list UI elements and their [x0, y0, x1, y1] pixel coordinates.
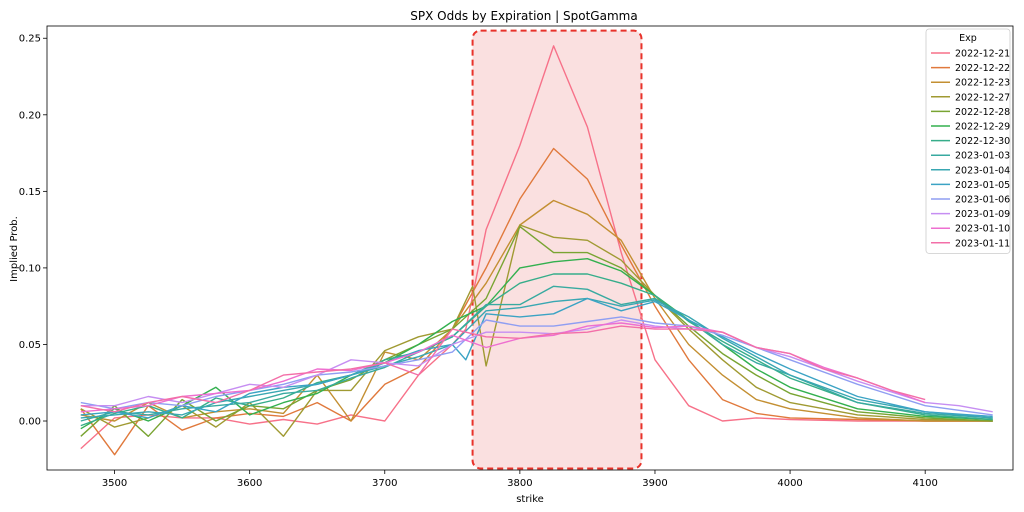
series-line-2022-12-22 — [80, 147, 993, 456]
x-tick-label: 3500 — [102, 478, 127, 489]
x-tick-label: 3900 — [642, 478, 667, 489]
legend-label: 2023-01-05 — [955, 180, 1010, 191]
series-line-2023-01-09 — [80, 319, 993, 413]
series-line-2023-01-11 — [80, 325, 926, 413]
y-tick-label: 0.15 — [19, 187, 41, 198]
y-tick-label: 0.20 — [19, 110, 41, 121]
y-tick-label: 0.10 — [19, 263, 41, 274]
legend-label: 2023-01-11 — [955, 238, 1010, 249]
series-layer — [80, 45, 993, 456]
legend-label: 2022-12-28 — [955, 107, 1010, 118]
x-tick-label: 3700 — [372, 478, 397, 489]
highlight-box — [471, 29, 643, 470]
x-tick-label: 3600 — [237, 478, 262, 489]
axes-layer: 3500 3600 3700 3800 3900 4000 4100 0.00 0.05 0.10… — [19, 25, 1014, 489]
legend: Exp 2022-12-21 2022-12-22 2022-12-23 2022-12… — [925, 28, 1011, 254]
legend-label: 2022-12-30 — [955, 136, 1010, 147]
plot-frame — [46, 25, 1014, 471]
x-tick-label: 4000 — [777, 478, 802, 489]
y-axis-title: Implied Prob. — [9, 216, 20, 282]
y-tick-label: 0.05 — [19, 340, 41, 351]
y-tick-label: 0.00 — [19, 417, 41, 428]
legend-label: 2022-12-21 — [955, 49, 1010, 60]
legend-label: 2022-12-27 — [955, 92, 1010, 103]
legend-label: 2022-12-23 — [955, 78, 1010, 89]
legend-label: 2023-01-06 — [955, 195, 1010, 206]
x-axis-title: strike — [516, 494, 544, 505]
legend-label: 2023-01-10 — [955, 224, 1010, 235]
legend-label: 2023-01-03 — [955, 151, 1010, 162]
legend-box — [925, 28, 1011, 254]
legend-label: 2022-12-29 — [955, 122, 1010, 133]
series-line-2023-01-05 — [80, 297, 993, 419]
series-line-2022-12-30 — [80, 273, 993, 427]
legend-label: 2023-01-09 — [955, 209, 1010, 220]
legend-label: 2022-12-22 — [955, 63, 1010, 74]
legend-title: Exp — [959, 33, 977, 44]
series-line-2023-01-03 — [80, 285, 993, 422]
chart-title: SPX Odds by Expiration | SpotGamma — [410, 9, 637, 23]
legend-label: 2023-01-04 — [955, 165, 1010, 176]
x-tick-label: 4100 — [912, 478, 937, 489]
y-tick-label: 0.25 — [19, 34, 41, 45]
series-line-2022-12-28 — [80, 225, 993, 437]
x-tick-label: 3800 — [507, 478, 532, 489]
highlight-layer — [471, 29, 643, 470]
